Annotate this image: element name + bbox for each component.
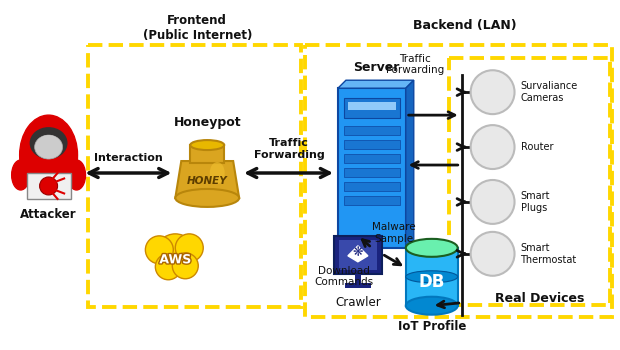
Text: Honeypot: Honeypot — [174, 116, 241, 129]
Text: Frontend
(Public Internet): Frontend (Public Internet) — [143, 14, 252, 42]
Bar — [348, 102, 396, 110]
Circle shape — [40, 177, 58, 195]
Polygon shape — [175, 161, 239, 198]
Polygon shape — [405, 80, 414, 248]
Text: IoT Profile: IoT Profile — [397, 320, 466, 333]
Ellipse shape — [405, 271, 458, 283]
Text: Smart
Thermostat: Smart Thermostat — [521, 243, 577, 265]
Bar — [305, 45, 613, 317]
Bar — [344, 126, 400, 135]
Ellipse shape — [405, 297, 458, 315]
Text: HONEY: HONEY — [187, 176, 228, 186]
Ellipse shape — [405, 239, 458, 257]
Text: Download
Commands: Download Commands — [314, 266, 373, 287]
Bar — [334, 236, 382, 274]
Ellipse shape — [30, 127, 68, 159]
Text: Traffic
Forwarding: Traffic Forwarding — [254, 139, 324, 160]
Text: Server: Server — [353, 61, 399, 74]
Text: AWS: AWS — [159, 253, 191, 266]
Circle shape — [172, 253, 198, 279]
Text: Crawler: Crawler — [335, 296, 381, 309]
Circle shape — [156, 234, 195, 274]
Bar — [27, 173, 71, 199]
Bar — [345, 283, 371, 288]
Bar — [344, 182, 400, 191]
Ellipse shape — [68, 160, 86, 190]
Circle shape — [175, 234, 203, 262]
Text: ❋: ❋ — [353, 246, 363, 259]
Ellipse shape — [12, 160, 30, 190]
Bar — [344, 140, 400, 149]
Text: Backend (LAN): Backend (LAN) — [413, 19, 516, 32]
Circle shape — [471, 70, 515, 114]
Text: Smart
Plugs: Smart Plugs — [521, 191, 550, 213]
Ellipse shape — [190, 140, 224, 150]
Circle shape — [471, 125, 515, 169]
Text: Survaliance
Cameras: Survaliance Cameras — [521, 81, 578, 103]
Text: Malware
Sample: Malware Sample — [372, 222, 415, 244]
Text: Traffic
Forwarding: Traffic Forwarding — [386, 54, 444, 75]
Text: Router: Router — [521, 142, 553, 152]
Ellipse shape — [37, 135, 61, 155]
Bar — [449, 58, 610, 305]
Bar — [344, 168, 400, 177]
Polygon shape — [338, 80, 414, 88]
Text: Attacker: Attacker — [20, 208, 77, 221]
Text: Interaction: Interaction — [94, 153, 163, 163]
Ellipse shape — [35, 135, 63, 159]
Circle shape — [471, 180, 515, 224]
Circle shape — [156, 254, 181, 280]
Bar — [344, 196, 400, 205]
Bar — [344, 98, 400, 118]
Bar — [355, 274, 361, 283]
Bar — [190, 145, 224, 163]
Ellipse shape — [20, 115, 78, 195]
Text: Real Devices: Real Devices — [495, 292, 584, 305]
Ellipse shape — [175, 189, 239, 207]
Circle shape — [145, 236, 174, 264]
Polygon shape — [348, 246, 368, 262]
Text: DB: DB — [418, 273, 445, 291]
Ellipse shape — [210, 162, 224, 184]
Bar — [339, 240, 377, 270]
Bar — [338, 88, 405, 248]
Bar — [89, 45, 301, 307]
Bar — [405, 248, 458, 306]
Bar — [344, 154, 400, 163]
Circle shape — [471, 232, 515, 276]
